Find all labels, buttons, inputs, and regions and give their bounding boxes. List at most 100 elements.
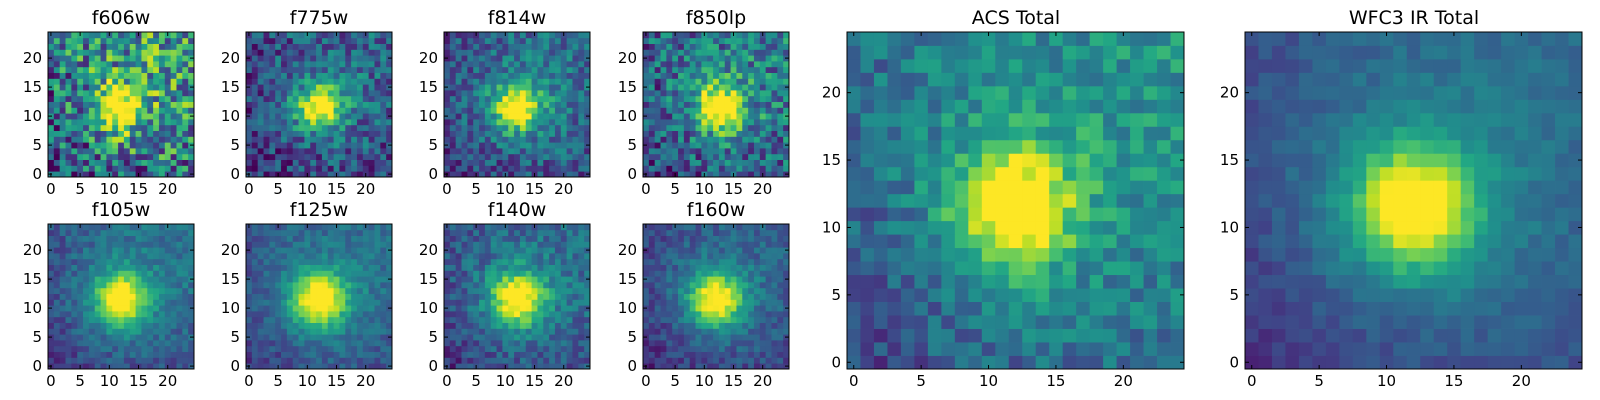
heatmap-cell bbox=[292, 322, 299, 329]
heatmap-cell bbox=[135, 305, 142, 312]
heatmap-cell bbox=[333, 305, 340, 312]
heatmap-cell bbox=[118, 235, 125, 242]
heatmap-cell bbox=[549, 247, 556, 254]
heatmap-cell bbox=[490, 32, 497, 39]
heatmap-cell bbox=[327, 328, 334, 335]
heatmap-cell bbox=[275, 345, 282, 352]
heatmap-cell bbox=[263, 270, 270, 277]
heatmap-cell bbox=[263, 61, 270, 68]
heatmap-cell bbox=[683, 153, 691, 160]
heatmap-cell bbox=[777, 299, 784, 306]
heatmap-cell bbox=[473, 148, 480, 155]
heatmap-cell bbox=[327, 345, 334, 352]
heatmap-cell bbox=[281, 90, 288, 97]
heatmap-cell bbox=[683, 159, 691, 166]
heatmap-cell bbox=[123, 61, 131, 68]
heatmap-cell bbox=[753, 165, 761, 172]
heatmap-cell bbox=[298, 171, 305, 178]
heatmap-cell bbox=[386, 357, 393, 364]
heatmap-cell bbox=[321, 264, 329, 271]
heatmap-cell bbox=[129, 328, 136, 335]
heatmap-cell bbox=[730, 119, 737, 126]
heatmap-cell bbox=[164, 72, 172, 79]
heatmap-cell bbox=[53, 276, 61, 283]
heatmap-cell bbox=[182, 159, 189, 166]
heatmap-cell bbox=[368, 322, 375, 329]
heatmap-cell bbox=[53, 130, 61, 137]
heatmap-cell bbox=[771, 334, 778, 341]
heatmap-cell bbox=[188, 130, 195, 137]
heatmap-cell bbox=[449, 258, 457, 265]
heatmap-cell bbox=[368, 66, 375, 73]
heatmap-cell bbox=[351, 49, 358, 56]
heatmap-cell bbox=[660, 299, 667, 306]
heatmap-cell bbox=[147, 55, 154, 62]
heatmap-cell bbox=[572, 363, 579, 370]
heatmap-cell bbox=[158, 363, 166, 370]
heatmap-cell bbox=[304, 124, 311, 131]
heatmap-cell bbox=[742, 61, 749, 68]
heatmap-cell bbox=[310, 247, 317, 254]
heatmap-cell bbox=[584, 241, 591, 248]
heatmap-cell bbox=[742, 136, 749, 143]
heatmap-cell bbox=[129, 276, 136, 283]
heatmap-cell bbox=[123, 345, 131, 352]
heatmap-cell bbox=[554, 229, 562, 236]
heatmap-cell bbox=[188, 322, 195, 329]
heatmap-cell bbox=[292, 101, 299, 108]
heatmap-cell bbox=[689, 119, 696, 126]
heatmap-cell bbox=[531, 37, 538, 44]
heatmap-cell bbox=[310, 264, 317, 271]
heatmap-cell bbox=[730, 43, 737, 50]
heatmap-cell bbox=[292, 171, 299, 178]
heatmap-cell bbox=[484, 345, 492, 352]
heatmap-cell bbox=[106, 276, 113, 283]
heatmap-cell bbox=[549, 95, 556, 102]
heatmap-cell bbox=[158, 311, 166, 318]
heatmap-cell bbox=[572, 171, 579, 178]
heatmap-cell bbox=[484, 305, 492, 312]
heatmap-cell bbox=[48, 253, 55, 260]
heatmap-cell bbox=[531, 124, 538, 131]
heatmap-cell bbox=[251, 270, 259, 277]
heatmap-cell bbox=[584, 148, 591, 155]
heatmap-cell bbox=[444, 357, 451, 364]
heatmap-cell bbox=[449, 84, 457, 91]
heatmap-cell bbox=[771, 32, 778, 39]
heatmap-cell bbox=[88, 142, 96, 149]
heatmap-cell bbox=[519, 357, 527, 364]
heatmap-cell bbox=[269, 334, 276, 341]
heatmap-cell bbox=[549, 113, 556, 120]
heatmap-cell bbox=[65, 258, 72, 265]
heatmap-cell bbox=[153, 224, 160, 231]
heatmap-cell bbox=[479, 340, 486, 347]
heatmap-cell bbox=[182, 305, 189, 312]
heatmap-cell bbox=[281, 55, 288, 62]
heatmap-cell bbox=[176, 78, 183, 85]
heatmap-cell bbox=[444, 253, 451, 260]
heatmap-cell bbox=[153, 299, 160, 306]
heatmap-cell bbox=[310, 311, 317, 318]
heatmap-cell bbox=[572, 345, 579, 352]
heatmap-cell bbox=[666, 43, 673, 50]
heatmap-cell bbox=[246, 119, 253, 126]
heatmap-cell bbox=[783, 282, 790, 289]
heatmap-cell bbox=[479, 270, 486, 277]
heatmap-cell bbox=[554, 55, 562, 62]
heatmap-cell bbox=[707, 124, 714, 131]
heatmap-cell bbox=[765, 351, 772, 358]
heatmap-cell bbox=[65, 299, 72, 306]
heatmap-cell bbox=[368, 241, 375, 248]
heatmap-cell bbox=[362, 95, 370, 102]
heatmap-cell bbox=[100, 253, 107, 260]
heatmap-cell bbox=[251, 78, 259, 85]
heatmap-cell bbox=[748, 357, 755, 364]
heatmap-cell bbox=[508, 253, 515, 260]
heatmap-cell bbox=[496, 72, 503, 79]
heatmap-cell bbox=[490, 95, 497, 102]
heatmap-cell bbox=[643, 130, 650, 137]
heatmap-cell bbox=[77, 66, 84, 73]
heatmap-cell bbox=[519, 322, 527, 329]
heatmap-cell bbox=[578, 136, 585, 143]
